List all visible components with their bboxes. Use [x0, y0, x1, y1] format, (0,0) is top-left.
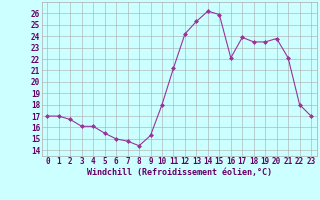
X-axis label: Windchill (Refroidissement éolien,°C): Windchill (Refroidissement éolien,°C): [87, 168, 272, 177]
